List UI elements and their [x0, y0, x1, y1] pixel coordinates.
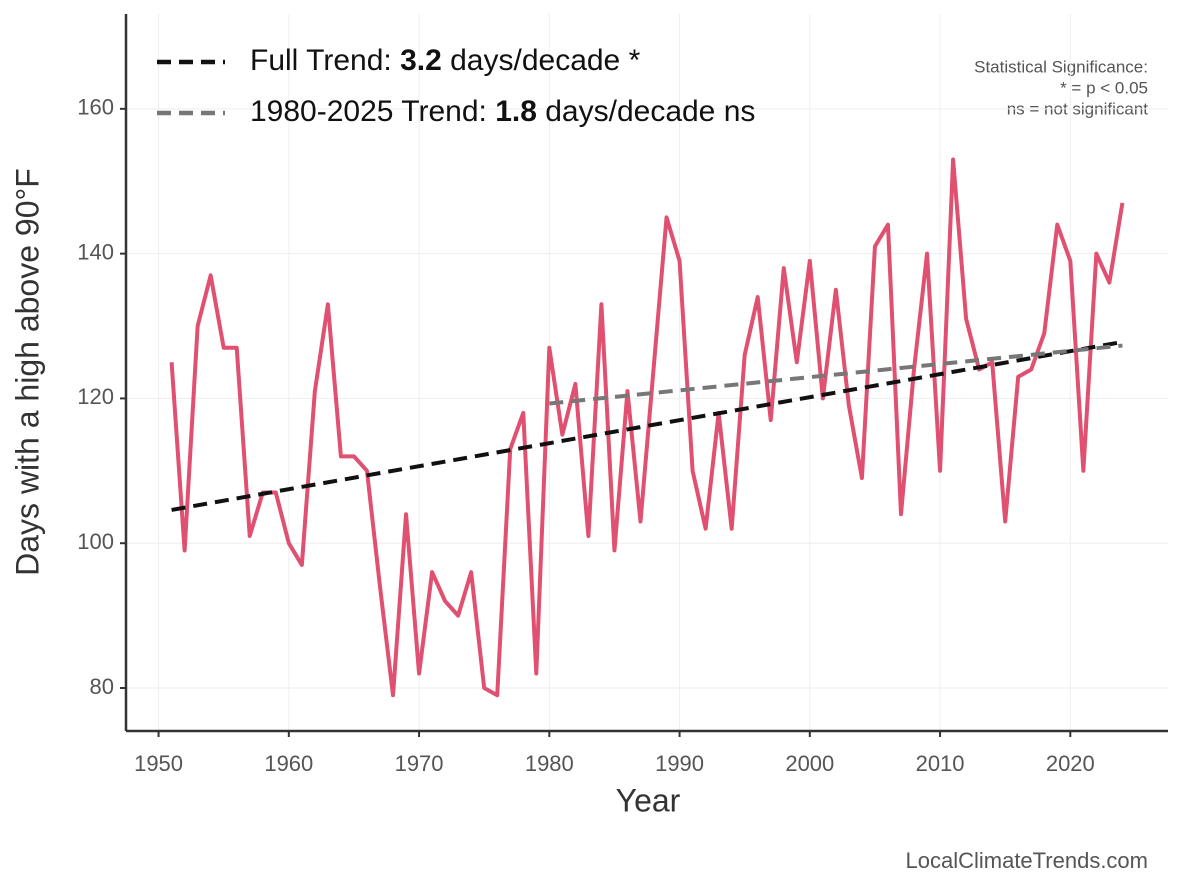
- x-axis-title: Year: [616, 782, 681, 818]
- data-line: [169, 157, 1125, 698]
- source: LocalClimateTrends.com: [906, 848, 1149, 873]
- y-tick-label: 120: [77, 384, 114, 409]
- legend-text: days/decade ns: [537, 95, 755, 128]
- y-tick-label: 140: [77, 239, 114, 264]
- x-tick-label: 2020: [1046, 751, 1095, 776]
- trend-line: [171, 339, 1123, 512]
- legend-text: 1980-2025 Trend:: [250, 95, 495, 128]
- legend-text: Full Trend:: [250, 44, 400, 77]
- annotation: * = p < 0.05: [1060, 78, 1148, 97]
- annotation: Statistical Significance:: [974, 57, 1148, 76]
- legend-label: 1980-2025 Trend: 1.8 days/decade ns: [250, 95, 755, 128]
- x-tick-label: 1970: [395, 751, 444, 776]
- trend-line: [549, 343, 1123, 406]
- x-tick-label: 1990: [655, 751, 704, 776]
- x-tick-label: 1950: [134, 751, 183, 776]
- legend-text: 3.2: [400, 44, 442, 77]
- x-tick-label: 1960: [264, 751, 313, 776]
- y-tick-label: 80: [90, 674, 114, 699]
- x-tick-label: 1980: [525, 751, 574, 776]
- x-tick-label: 2000: [785, 751, 834, 776]
- y-axis-title: Days with a high above 90°F: [9, 168, 45, 576]
- legend-text: days/decade *: [442, 44, 641, 77]
- y-tick-label: 100: [77, 529, 114, 554]
- legend-label: Full Trend: 3.2 days/decade *: [250, 44, 641, 77]
- legend-text: 1.8: [495, 95, 537, 128]
- x-tick-label: 2010: [916, 751, 965, 776]
- y-tick-label: 160: [77, 95, 114, 120]
